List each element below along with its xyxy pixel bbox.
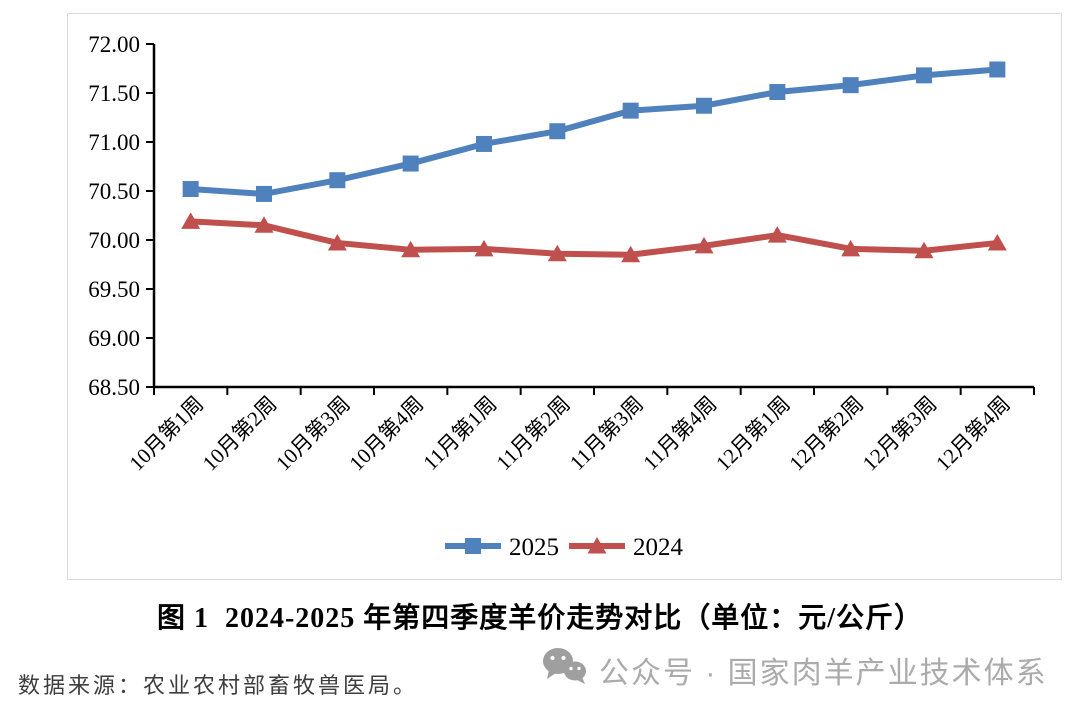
data-point-2024-7 <box>621 245 641 263</box>
data-point-2025-12 <box>989 61 1006 78</box>
x-category-label: 11月第4周 <box>638 392 721 475</box>
figure-caption-text: 2024-2025 年第四季度羊价走势对比（单位：元/公斤） <box>224 603 924 634</box>
x-category-label: 11月第2周 <box>492 392 575 475</box>
legend-item-2025: 2025 <box>445 534 559 561</box>
y-tick-label: 69.00 <box>88 326 140 351</box>
x-category-label: 10月第4周 <box>344 392 428 476</box>
x-category-label: 12月第3周 <box>858 392 942 476</box>
data-point-2024-9 <box>767 226 787 243</box>
data-point-2024-11 <box>914 241 934 259</box>
data-point-2025-10 <box>842 77 859 94</box>
data-point-2025-9 <box>769 84 786 101</box>
y-tick-label: 72.00 <box>88 32 140 57</box>
watermark-text: 公众号 · 国家肉羊产业技术体系 <box>599 657 1048 690</box>
data-point-2025-11 <box>916 67 932 84</box>
series-2024 <box>181 212 1007 263</box>
data-point-2025-2 <box>256 185 272 202</box>
figure-caption-label: 图 1 <box>156 603 209 634</box>
legend-marker-2024 <box>587 537 607 554</box>
legend: 2025 2024 <box>445 534 684 561</box>
x-category-label: 10月第2周 <box>198 392 282 476</box>
data-point-2024-5 <box>474 239 494 257</box>
data-point-2024-10 <box>841 239 861 257</box>
data-point-2024-2 <box>254 216 274 233</box>
data-point-2025-4 <box>402 155 419 172</box>
series-2025-line <box>190 66 998 197</box>
watermark: 公众号 · 国家肉羊产业技术体系 <box>541 646 1071 694</box>
figure-caption: 图 1 2024-2025 年第四季度羊价走势对比（单位：元/公斤） <box>0 596 1080 636</box>
data-point-2025-8 <box>696 97 712 114</box>
y-tick-label: 70.50 <box>88 179 140 204</box>
series-2024-line <box>190 218 998 258</box>
data-point-2025-1 <box>182 181 199 198</box>
y-tick-label: 71.00 <box>88 130 140 155</box>
data-point-2025-7 <box>622 102 639 119</box>
data-point-2025-5 <box>476 135 492 152</box>
legend-label: 2025 <box>509 534 559 561</box>
wechat-icon <box>541 646 589 694</box>
legend-item-2024: 2024 <box>569 534 684 561</box>
x-category-label: 10月第3周 <box>271 392 355 476</box>
data-point-2024-4 <box>401 240 421 258</box>
legend-label: 2024 <box>633 534 684 561</box>
data-point-2024-3 <box>327 233 347 251</box>
y-tick-label: 70.00 <box>88 228 140 253</box>
x-category-label: 12月第1周 <box>711 392 795 476</box>
data-point-2025-6 <box>549 123 566 140</box>
x-category-label: 12月第4周 <box>931 392 1015 476</box>
x-category-label: 10月第1周 <box>124 392 208 476</box>
data-point-2024-12 <box>987 233 1007 251</box>
data-source-note: 数据来源：农业农村部畜牧兽医局。 <box>18 673 419 698</box>
data-point-2025-3 <box>329 172 346 189</box>
data-point-2024-1 <box>181 212 201 229</box>
x-category-label: 11月第3周 <box>565 392 648 475</box>
chart-panel: 68.50 69.00 69.50 70.00 70.50 71.00 71.50 72.00… <box>67 13 1062 580</box>
price-trend-chart: 68.50 69.00 69.50 70.00 70.50 71.00 71.50 72.00… <box>68 14 1061 578</box>
series-2025 <box>182 61 1006 202</box>
y-tick-label: 69.50 <box>88 277 140 302</box>
x-category-label: 11月第1周 <box>418 392 501 475</box>
y-tick-label: 68.50 <box>88 375 140 400</box>
data-point-2024-8 <box>694 236 714 254</box>
y-tick-label: 71.50 <box>88 81 140 106</box>
x-category-label: 12月第2周 <box>784 392 868 476</box>
legend-marker-2025 <box>465 538 481 554</box>
chart-svg: 68.50 69.00 69.50 70.00 70.50 71.00 71.50 72.00… <box>88 32 1035 561</box>
data-point-2024-6 <box>547 244 567 262</box>
